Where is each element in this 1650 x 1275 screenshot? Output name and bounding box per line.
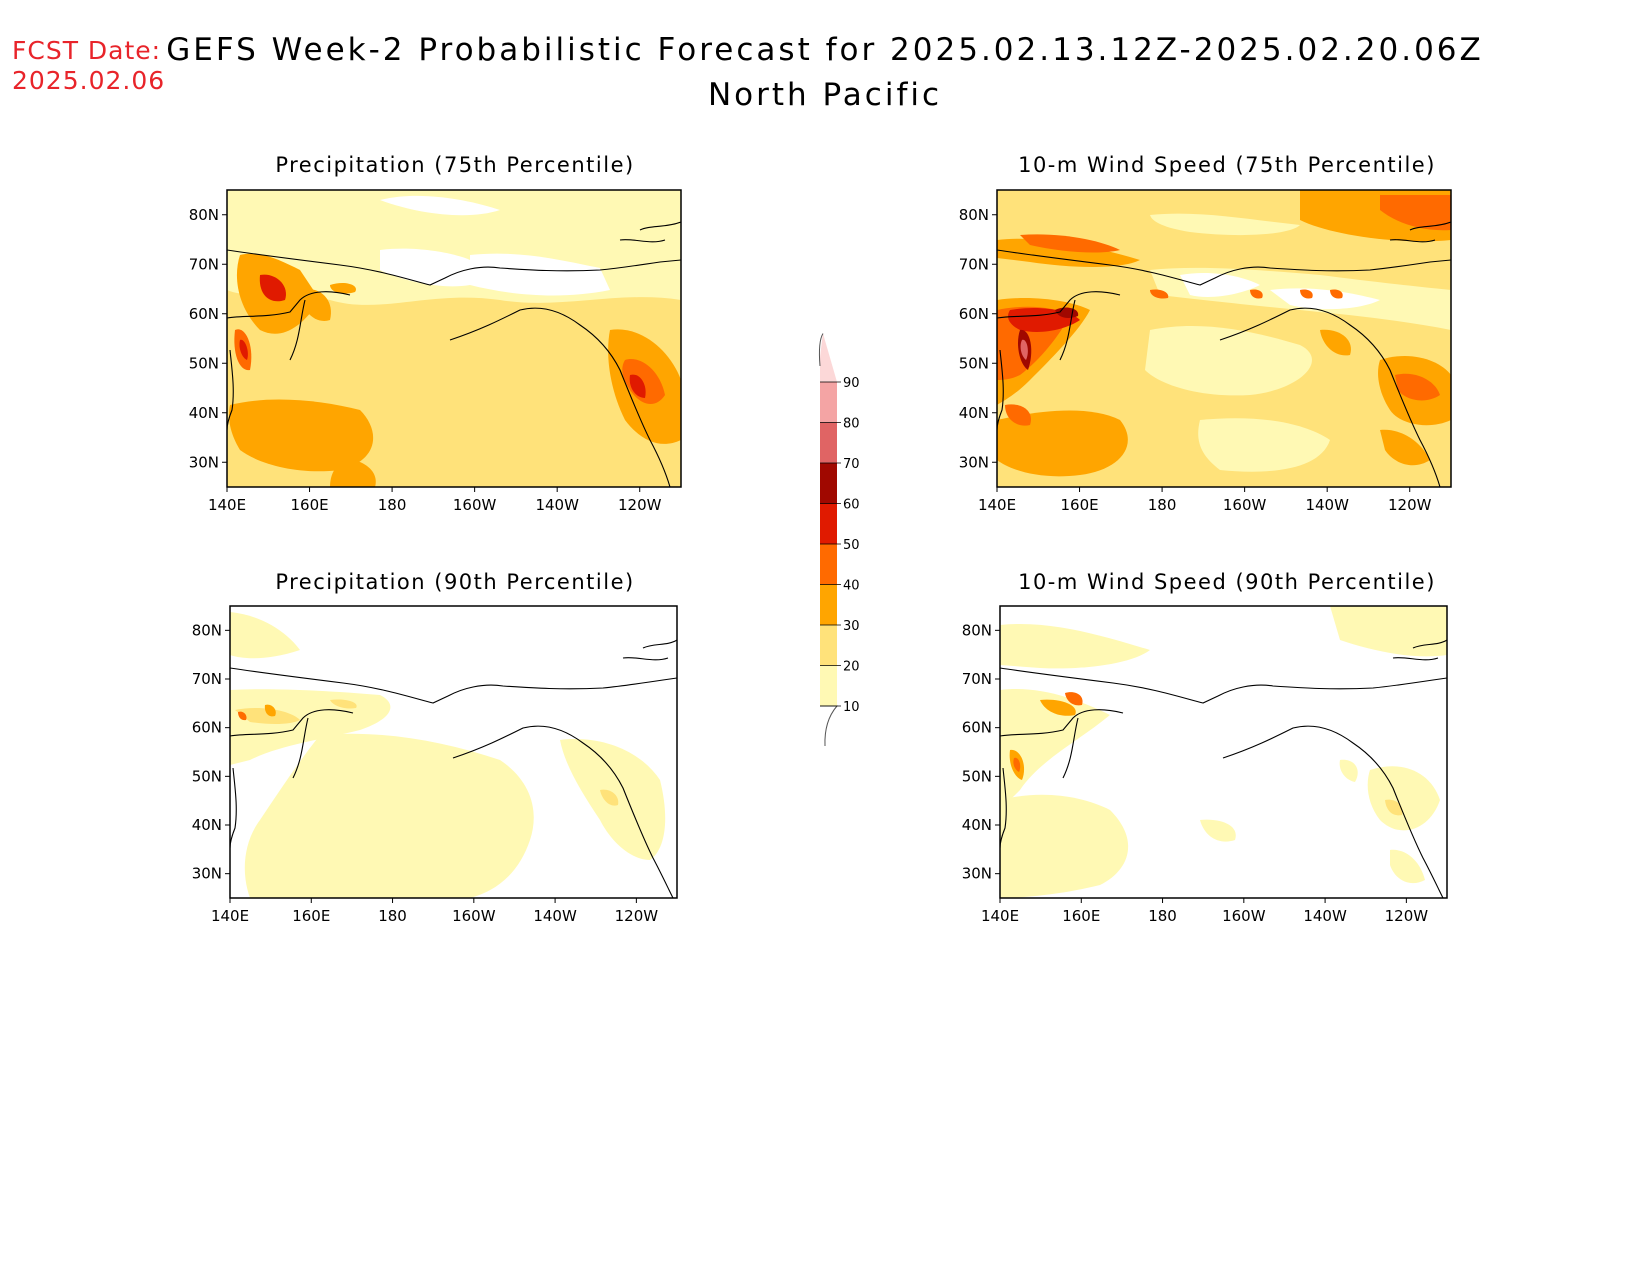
lat-tick-label: 50N [959, 354, 989, 372]
lon-tick-label: 120W [1388, 496, 1432, 514]
lat-tick-label: 30N [189, 453, 219, 471]
colorbar-box [820, 665, 837, 706]
colorbar-box [820, 584, 837, 625]
map-panel-wind-75: 10-m Wind Speed (75th Percentile) [996, 153, 1452, 488]
lon-tick-label: 120W [618, 496, 662, 514]
panel-title: 10-m Wind Speed (75th Percentile) [1018, 153, 1436, 177]
lat-tick-label: 80N [192, 621, 222, 639]
forecast-date-label: FCST Date: 2025.02.06 [12, 36, 165, 96]
lon-tick-label: 140E [211, 907, 249, 925]
lon-tick-label: 120W [1385, 907, 1429, 925]
colorbar: 10 20 30 40 50 60 70 80 90 [818, 333, 860, 747]
map-panel-wind-90: 10-m Wind Speed (90th Percentile) [999, 570, 1448, 899]
lat-tick-label: 30N [192, 865, 222, 883]
lat-tick-label: 50N [192, 767, 222, 785]
lat-tick-label: 60N [192, 719, 222, 737]
lat-tick-label: 80N [959, 206, 989, 224]
lat-tick-label: 60N [962, 719, 992, 737]
lat-tick-label: 50N [962, 767, 992, 785]
panel-title: 10-m Wind Speed (90th Percentile) [1018, 570, 1436, 594]
lon-tick-label: 160W [452, 907, 496, 925]
lat-tick-label: 70N [959, 255, 989, 273]
lon-tick-label: 120W [615, 907, 659, 925]
lat-tick-label: 70N [962, 670, 992, 688]
map-frame [226, 189, 682, 488]
lon-tick-label: 180 [1148, 907, 1177, 925]
lon-tick-label: 160E [290, 496, 328, 514]
lat-tick-label: 30N [962, 865, 992, 883]
coastlines [227, 221, 681, 487]
lat-tick-label: 60N [959, 305, 989, 323]
map-panel-precip-90: Precipitation (90th Percentile) [229, 570, 678, 899]
fcst-label: FCST Date: [12, 36, 162, 65]
lon-tick-label: 160W [453, 496, 497, 514]
lon-tick-label: 140W [533, 907, 577, 925]
colorbar-box [820, 422, 837, 463]
map-panel-precip-75: Precipitation (75th Percentile) [226, 153, 682, 488]
lat-tick-label: 40N [959, 404, 989, 422]
panel-title: Precipitation (90th Percentile) [275, 570, 634, 594]
colorbar-box [820, 625, 837, 666]
lat-tick-label: 40N [189, 404, 219, 422]
colorbar-box [820, 503, 837, 544]
lon-tick-label: 160W [1223, 496, 1267, 514]
fcst-date: 2025.02.06 [12, 66, 166, 95]
lat-tick-label: 40N [192, 816, 222, 834]
lat-tick-label: 80N [189, 206, 219, 224]
lon-tick-label: 180 [378, 907, 407, 925]
page-title: GEFS Week-2 Probabilistic Forecast for 2… [166, 32, 1484, 68]
lon-tick-label: 140E [208, 496, 246, 514]
field-shading [1000, 606, 1447, 898]
field-shading [230, 606, 677, 898]
lat-tick-label: 70N [189, 255, 219, 273]
colorbar-label: 60 [843, 498, 860, 513]
lon-tick-label: 140E [978, 496, 1016, 514]
colorbar-label: 40 [843, 579, 860, 594]
axis-ticks: 140E 160E 180 160W 140W 120W 80N 70N 60N 50N 40N 30… [189, 206, 1432, 925]
map-frame [996, 189, 1452, 488]
colorbar-label: 10 [843, 700, 860, 715]
colorbar-cap-bottom [820, 705, 839, 747]
coastlines [1000, 639, 1447, 898]
lat-tick-label: 80N [962, 621, 992, 639]
page-subtitle: North Pacific [707, 77, 943, 113]
lon-tick-label: 160W [1222, 907, 1266, 925]
lat-tick-label: 70N [192, 670, 222, 688]
colorbar-label: 50 [843, 538, 860, 553]
colorbar-box [820, 544, 837, 585]
panel-title: Precipitation (75th Percentile) [275, 153, 634, 177]
map-frame [229, 605, 678, 899]
lon-tick-label: 160E [1060, 496, 1098, 514]
coastlines [230, 639, 677, 898]
lon-tick-label: 140W [1303, 907, 1347, 925]
lon-tick-label: 140W [1305, 496, 1349, 514]
lon-tick-label: 160E [1062, 907, 1100, 925]
colorbar-box [820, 463, 837, 504]
colorbar-label: 20 [843, 660, 860, 675]
lon-tick-label: 160E [292, 907, 330, 925]
colorbar-box [820, 382, 837, 423]
lon-tick-label: 140E [981, 907, 1019, 925]
lat-tick-label: 30N [959, 453, 989, 471]
colorbar-cap-top [820, 333, 837, 382]
lat-tick-label: 50N [189, 354, 219, 372]
colorbar-cap-outline [818, 333, 824, 367]
lat-tick-label: 60N [189, 305, 219, 323]
colorbar-label: 30 [843, 619, 860, 634]
map-frame [999, 605, 1448, 899]
lat-tick-label: 40N [962, 816, 992, 834]
lon-tick-label: 180 [378, 496, 407, 514]
colorbar-label: 70 [843, 457, 860, 472]
lon-tick-label: 180 [1148, 496, 1177, 514]
colorbar-label: 90 [843, 376, 860, 391]
colorbar-label: 80 [843, 417, 860, 432]
lon-tick-label: 140W [535, 496, 579, 514]
